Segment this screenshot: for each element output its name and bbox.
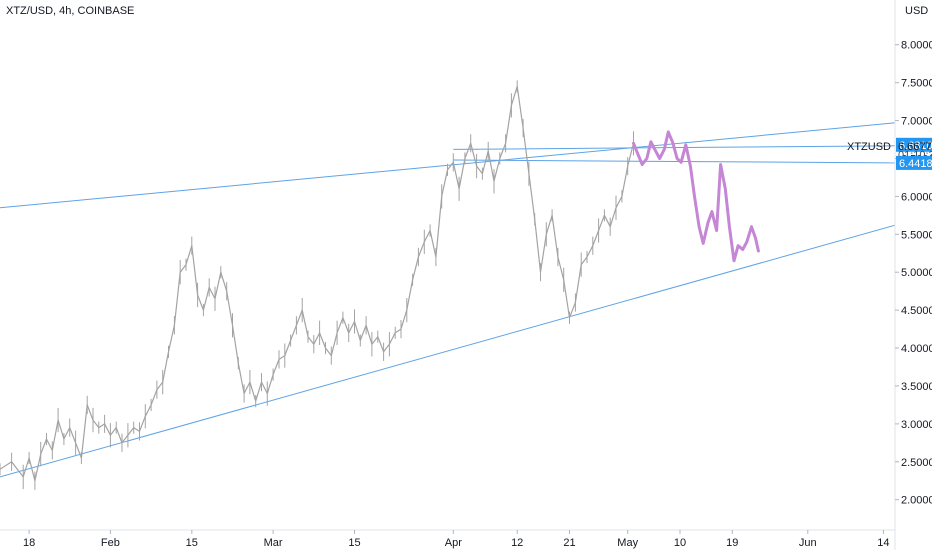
price-tick-label: 3.0000 xyxy=(901,419,932,431)
time-tick-label: 21 xyxy=(563,537,575,549)
time-tick-label: Mar xyxy=(264,537,283,549)
time-tick-label: 15 xyxy=(186,537,198,549)
time-tick-label: 10 xyxy=(674,537,686,549)
price-tick-label: 4.0000 xyxy=(901,343,932,355)
price-tick-label: 3.5000 xyxy=(901,381,932,393)
current-price-label: 6.6677 xyxy=(898,141,932,153)
price-axis[interactable]: 8.00007.50007.00006.50006.00005.50005.00… xyxy=(895,40,932,507)
price-series-line xyxy=(0,85,635,482)
symbol-label: XTZUSD xyxy=(847,141,891,153)
price-label-box xyxy=(896,137,932,152)
price-tick-label: 5.0000 xyxy=(901,267,932,279)
price-label-text: 6.4418 xyxy=(899,158,932,170)
time-tick-label: Apr xyxy=(445,537,462,549)
currency-label: USD xyxy=(905,5,928,17)
time-tick-label: 12 xyxy=(511,537,523,549)
series-layer xyxy=(0,80,760,490)
time-tick-label: 14 xyxy=(877,537,889,549)
time-tick-label: Jun xyxy=(799,537,817,549)
time-tick-label: 15 xyxy=(348,537,360,549)
price-tick-label: 7.5000 xyxy=(901,78,932,90)
trendline-2[interactable] xyxy=(0,224,896,478)
chart-title: XTZ/USD, 4h, COINBASE xyxy=(6,5,134,17)
price-tick-label: 8.0000 xyxy=(901,40,932,52)
time-axis[interactable]: 18 Feb 15 Mar 15 Apr 12 21 May 10 19 Jun 14 xyxy=(23,530,890,549)
time-tick-label: 18 xyxy=(23,537,35,549)
price-label-text: 6.6810 xyxy=(899,140,932,152)
price-tick-label: 7.0000 xyxy=(901,116,932,128)
price-tick-label: 4.5000 xyxy=(901,305,932,317)
trendline-layer xyxy=(0,122,896,478)
projection-path[interactable] xyxy=(632,130,760,263)
time-tick-label: May xyxy=(617,537,638,549)
price-tick-label: 2.5000 xyxy=(901,457,932,469)
time-tick-label: Feb xyxy=(101,537,120,549)
price-label-box xyxy=(896,155,932,170)
price-tick-label: 6.0000 xyxy=(901,191,932,203)
price-tick-label: 5.5000 xyxy=(901,229,932,241)
time-tick-label: 19 xyxy=(726,537,738,549)
price-tick-label: 2.0000 xyxy=(901,495,932,507)
trendline-4[interactable] xyxy=(453,159,896,164)
